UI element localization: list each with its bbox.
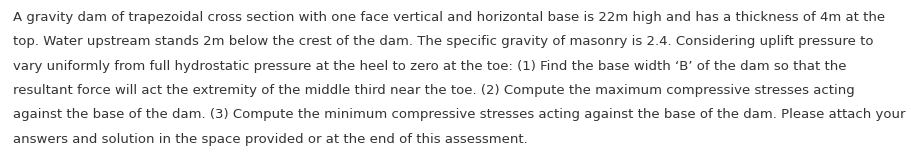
Text: A gravity dam of trapezoidal cross section with one face vertical and horizontal: A gravity dam of trapezoidal cross secti… <box>13 11 884 24</box>
Text: top. Water upstream stands 2m below the crest of the dam. The specific gravity o: top. Water upstream stands 2m below the … <box>13 35 873 48</box>
Text: resultant force will act the extremity of the middle third near the toe. (2) Com: resultant force will act the extremity o… <box>13 84 854 97</box>
Text: answers and solution in the space provided or at the end of this assessment.: answers and solution in the space provid… <box>13 133 527 146</box>
Text: vary uniformly from full hydrostatic pressure at the heel to zero at the toe: (1: vary uniformly from full hydrostatic pre… <box>13 60 845 73</box>
Text: against the base of the dam. (3) Compute the minimum compressive stresses acting: against the base of the dam. (3) Compute… <box>13 108 905 121</box>
